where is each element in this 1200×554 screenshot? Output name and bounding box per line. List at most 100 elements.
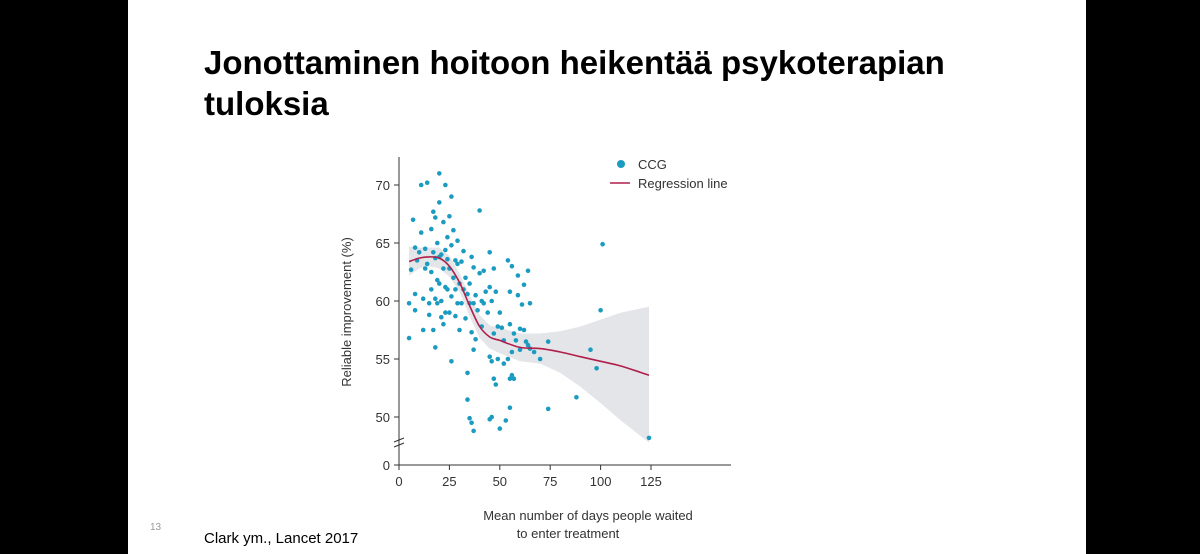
data-point — [449, 294, 454, 299]
x-axis-title-line-1: Mean number of days people waited — [483, 508, 693, 523]
x-tick-label: 100 — [590, 474, 612, 489]
legend-label-regression: Regression line — [638, 176, 728, 191]
data-point — [507, 376, 513, 382]
data-point — [509, 372, 515, 378]
data-point — [416, 250, 422, 255]
data-point — [441, 321, 446, 327]
data-point — [469, 420, 474, 426]
data-point — [435, 301, 440, 306]
data-point — [499, 325, 505, 331]
data-point — [465, 291, 470, 297]
legend-marker-ccg — [617, 160, 625, 168]
data-point — [513, 338, 519, 343]
data-point — [489, 359, 495, 364]
data-point — [487, 250, 493, 255]
data-point — [515, 273, 521, 278]
data-point — [441, 266, 446, 271]
data-point — [477, 270, 482, 276]
data-point — [469, 254, 474, 260]
data-point — [491, 266, 497, 271]
data-point — [537, 356, 543, 362]
data-point — [489, 298, 495, 304]
data-point — [487, 284, 493, 290]
data-point — [497, 310, 503, 315]
data-point — [449, 194, 454, 199]
data-point — [507, 289, 513, 295]
data-point — [426, 301, 432, 306]
data-point — [525, 268, 531, 274]
data-point — [445, 256, 450, 262]
data-point — [491, 331, 497, 336]
data-point — [491, 376, 497, 382]
x-tick-label: 125 — [640, 474, 662, 489]
data-point — [521, 327, 527, 333]
data-point — [574, 395, 579, 400]
data-point — [519, 302, 525, 307]
tick-labels: 0 25 50 75 100 125 0 50 55 60 65 70 — [376, 178, 662, 489]
x-tick-label: 25 — [442, 474, 456, 489]
data-point — [431, 209, 436, 214]
data-point — [505, 356, 511, 362]
data-point — [507, 321, 513, 327]
data-point — [439, 314, 444, 320]
data-point — [469, 330, 474, 335]
data-point — [545, 339, 551, 344]
data-point — [424, 261, 430, 267]
data-point — [408, 267, 414, 273]
y-tick-label: 60 — [376, 294, 390, 309]
data-point — [481, 301, 487, 306]
data-point — [545, 406, 551, 412]
data-point — [509, 263, 515, 269]
data-point — [422, 246, 428, 252]
data-point — [523, 339, 529, 344]
data-point — [420, 327, 426, 333]
data-point — [435, 240, 440, 246]
data-point — [422, 266, 428, 271]
axis-break-mark — [393, 442, 405, 448]
data-point — [467, 415, 472, 421]
data-point — [477, 208, 482, 213]
data-point — [473, 337, 478, 342]
data-point — [531, 349, 537, 355]
data-point — [459, 259, 464, 264]
data-point — [511, 376, 517, 382]
data-point — [406, 301, 412, 306]
data-point — [455, 261, 460, 267]
data-point — [451, 275, 456, 281]
data-point — [447, 310, 452, 315]
y-tick-label: 0 — [383, 458, 390, 473]
y-tick-label: 55 — [376, 352, 390, 367]
data-point — [455, 238, 460, 243]
data-point — [439, 252, 444, 257]
y-tick-label: 65 — [376, 236, 390, 251]
data-point — [471, 301, 476, 306]
data-point — [433, 345, 438, 350]
data-point — [507, 405, 513, 411]
y-axis-title: Reliable improvement (%) — [339, 237, 354, 387]
data-point — [473, 292, 478, 298]
data-point — [451, 227, 456, 233]
data-point — [443, 182, 448, 188]
data-point — [493, 289, 499, 295]
data-point — [600, 241, 605, 247]
data-point — [527, 301, 533, 306]
data-point — [457, 327, 462, 333]
data-point — [465, 397, 470, 402]
x-axis-title-line-2: to enter treatment — [517, 526, 620, 541]
citation: Clark ym., Lancet 2017 — [204, 530, 359, 547]
data-point — [493, 382, 499, 387]
data-point — [433, 215, 438, 220]
data-point — [463, 316, 468, 321]
data-point — [418, 182, 424, 188]
data-point — [431, 327, 436, 333]
data-point — [489, 414, 495, 420]
data-point — [406, 335, 412, 341]
x-tick-label: 0 — [395, 474, 402, 489]
legend: CCG Regression line — [610, 157, 728, 191]
slide-number: 13 — [150, 522, 162, 533]
data-point — [465, 370, 470, 376]
data-point — [449, 359, 454, 364]
data-point — [501, 361, 507, 366]
data-point — [435, 277, 440, 283]
data-point — [437, 200, 442, 205]
